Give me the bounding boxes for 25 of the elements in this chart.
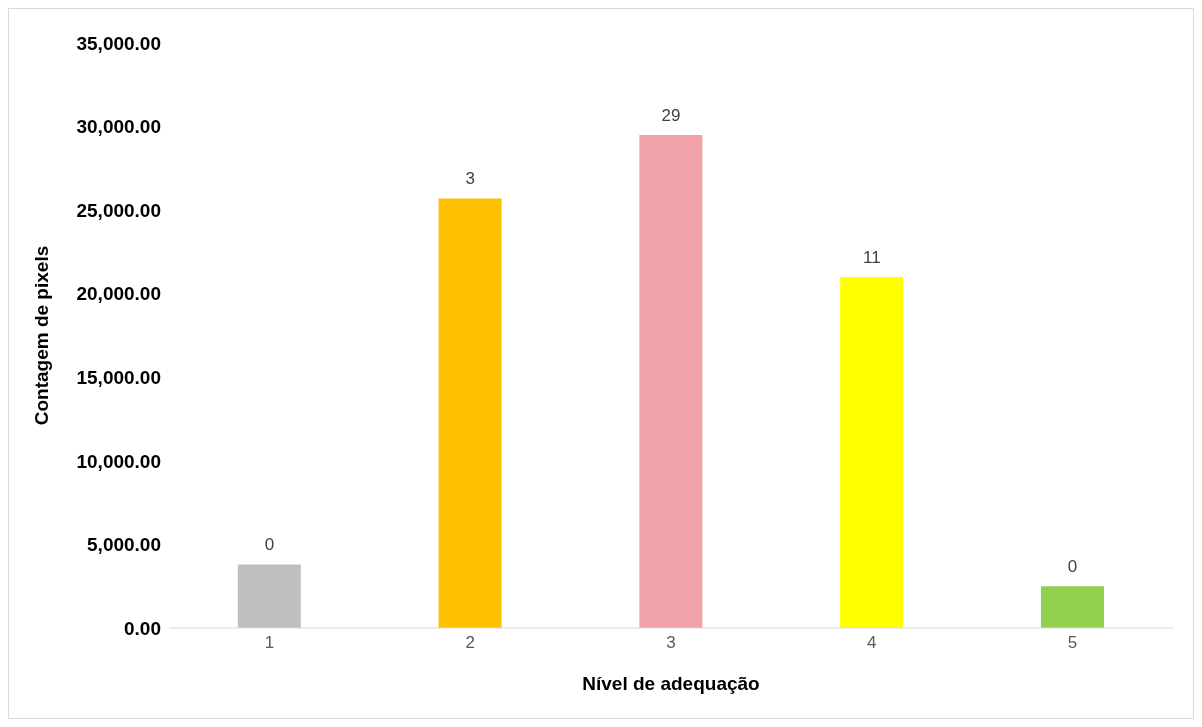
bar <box>840 277 904 628</box>
bar <box>237 564 301 628</box>
y-tick-label: 5,000.00 <box>87 534 161 556</box>
annotation: 3 <box>465 169 475 189</box>
x-axis-title: Nível de adequação <box>582 673 760 694</box>
y-axis-title: Contagem de pixels <box>30 245 52 426</box>
y-tick-label: 25,000.00 <box>76 199 161 221</box>
bar <box>639 134 703 628</box>
x-tick-label: 2 <box>465 633 475 653</box>
y-tick-label: 0.00 <box>124 617 161 639</box>
x-tick-label: 5 <box>1067 633 1078 653</box>
annotation: 29 <box>661 105 681 125</box>
x-tick-label: 1 <box>264 633 275 653</box>
y-tick-label: 10,000.00 <box>76 450 161 472</box>
y-tick-label: 35,000.00 <box>76 32 161 54</box>
annotation: 0 <box>264 535 275 555</box>
bar <box>1040 586 1104 628</box>
x-tick-label: 4 <box>867 633 877 653</box>
annotation: 11 <box>862 248 881 267</box>
bar <box>438 198 502 628</box>
y-tick-label: 30,000.00 <box>76 116 161 138</box>
annotation: 0 <box>1067 557 1078 577</box>
y-tick-label: 15,000.00 <box>76 367 161 389</box>
x-tick-label: 3 <box>666 633 676 653</box>
y-tick-label: 20,000.00 <box>76 283 161 305</box>
